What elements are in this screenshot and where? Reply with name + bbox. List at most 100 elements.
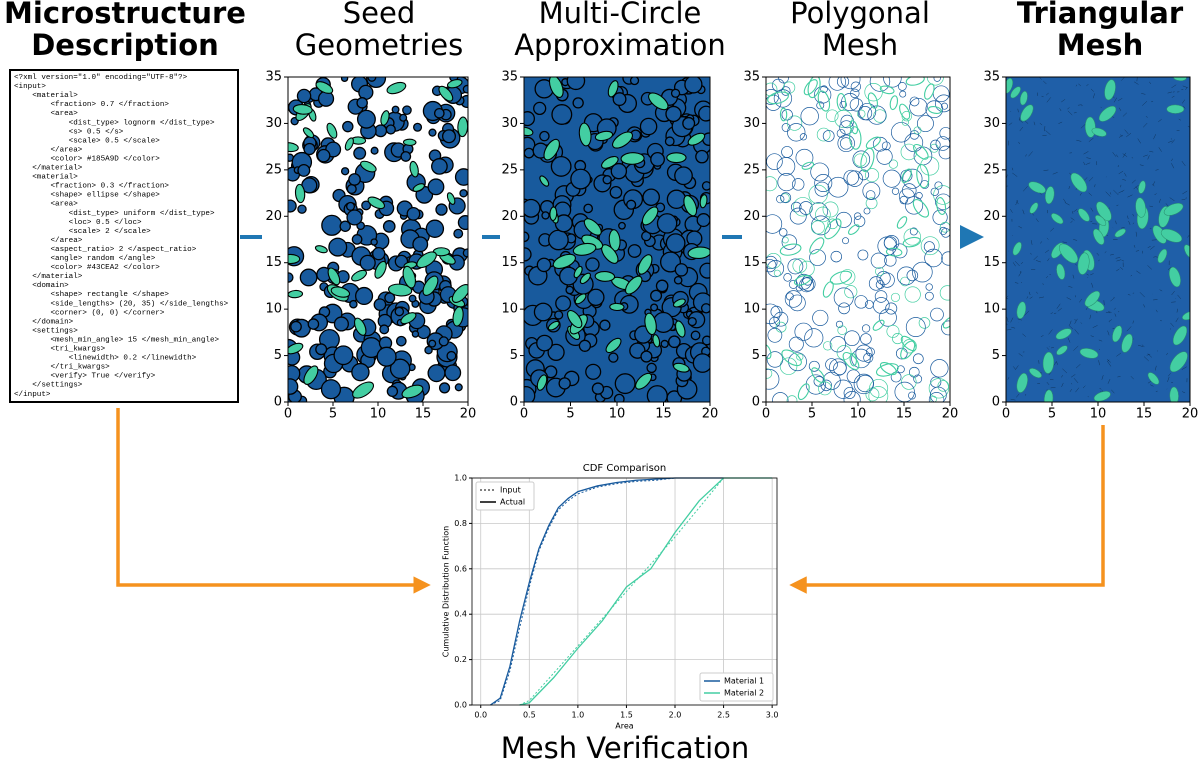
grain <box>447 352 456 361</box>
verify-arrow <box>118 408 422 585</box>
x-tick-label: 10 <box>370 407 387 422</box>
grain <box>518 248 531 261</box>
ellipse-grain <box>281 254 299 263</box>
grain <box>298 165 310 177</box>
y-tick-label: 20 <box>743 209 760 224</box>
grain <box>647 363 656 372</box>
grain <box>522 200 540 218</box>
grain <box>603 176 611 184</box>
xml-line: <verify> True </verify> <box>14 373 156 381</box>
xml-line: <scale> 0.5 </scale> <box>14 137 160 145</box>
x-tick-label: 5 <box>329 407 337 422</box>
grain <box>403 106 411 114</box>
grain <box>352 235 361 244</box>
ellipse-grain <box>610 303 624 310</box>
xml-line: <fraction> 0.7 </fraction> <box>14 101 169 109</box>
xml-line: <area> <box>14 201 78 209</box>
y-axis-label: Cumulative Distribution Function <box>442 526 451 657</box>
grain <box>414 123 422 131</box>
grain <box>300 269 316 285</box>
xml-line: <dist_type> lognorm </dist_type> <box>14 119 215 127</box>
grain <box>282 379 297 394</box>
stage-title: Mesh <box>1057 28 1143 62</box>
grain <box>439 337 448 346</box>
grain <box>347 185 356 194</box>
y-tick-label: 0 <box>510 395 518 410</box>
grain <box>397 336 406 345</box>
grain <box>354 147 366 159</box>
x-tick-label: 20 <box>1182 407 1199 422</box>
grain <box>567 72 584 89</box>
y-tick-label: 1.0 <box>454 474 467 483</box>
y-tick-label: 15 <box>501 255 518 270</box>
grain <box>297 89 310 102</box>
grain <box>329 238 347 256</box>
grain <box>426 220 443 237</box>
legend-label: Input <box>500 486 521 495</box>
x-tick-label: 1.5 <box>620 711 633 720</box>
ellipse-grain <box>621 152 644 164</box>
grain <box>356 288 373 305</box>
y-tick-label: 25 <box>743 162 760 177</box>
grain <box>308 319 318 329</box>
grain <box>641 351 652 362</box>
stage-title: Geometries <box>295 28 463 62</box>
grain <box>413 237 428 252</box>
grain <box>542 212 549 219</box>
grain <box>395 307 403 315</box>
xml-line: <aspect_ratio> 2 </aspect_ratio> <box>14 246 197 254</box>
y-tick-label: 0 <box>752 395 760 410</box>
texture <box>759 69 956 408</box>
grain <box>610 187 621 198</box>
grain <box>667 190 685 208</box>
xml-line: <material> <box>14 174 78 182</box>
xml-line: </tri_kwargs> <box>14 364 110 372</box>
xml-line: </settings> <box>14 382 83 390</box>
y-tick-label: 20 <box>983 209 1000 224</box>
grain <box>573 98 583 108</box>
xml-line: <tri_kwargs> <box>14 346 106 354</box>
xml-line: <color> #185A9D </color> <box>14 155 160 163</box>
stage-title: Triangular <box>1017 0 1184 30</box>
plot-frame <box>472 478 777 705</box>
xml-line: <angle> random </angle> <box>14 255 156 263</box>
y-tick-label: 0.6 <box>454 564 467 573</box>
grain <box>316 344 327 355</box>
grain <box>347 203 355 211</box>
x-tick-label: 2.0 <box>669 711 682 720</box>
x-tick-label: 0 <box>1002 407 1010 422</box>
xml-line: <domain> <box>14 282 69 290</box>
grain <box>628 245 641 258</box>
grain <box>651 153 665 167</box>
xml-line: </domain> <box>14 318 74 326</box>
x-tick-label: 15 <box>415 407 432 422</box>
ellipse-grain <box>667 153 686 163</box>
grain <box>386 125 395 134</box>
texture <box>279 69 473 408</box>
cdf-line <box>490 478 723 705</box>
grain <box>463 85 470 92</box>
grain <box>693 354 711 372</box>
ellipse-grain <box>595 271 615 281</box>
xml-line: </material> <box>14 273 83 281</box>
y-tick-label: 30 <box>743 116 760 131</box>
grain <box>600 320 610 330</box>
y-tick-label: 10 <box>265 302 282 317</box>
y-tick-label: 5 <box>274 348 282 363</box>
grain <box>284 200 296 212</box>
grain <box>651 290 662 301</box>
grain <box>675 167 692 184</box>
ellipse-grain <box>1167 105 1184 114</box>
grain <box>586 258 599 271</box>
stage-title: Multi-Circle <box>539 0 702 30</box>
y-tick-label: 15 <box>265 255 282 270</box>
grain <box>409 295 416 302</box>
texture <box>517 69 715 406</box>
y-tick-label: 0.2 <box>454 655 467 664</box>
grain <box>322 380 341 399</box>
grain <box>556 296 571 311</box>
grain <box>454 229 463 238</box>
